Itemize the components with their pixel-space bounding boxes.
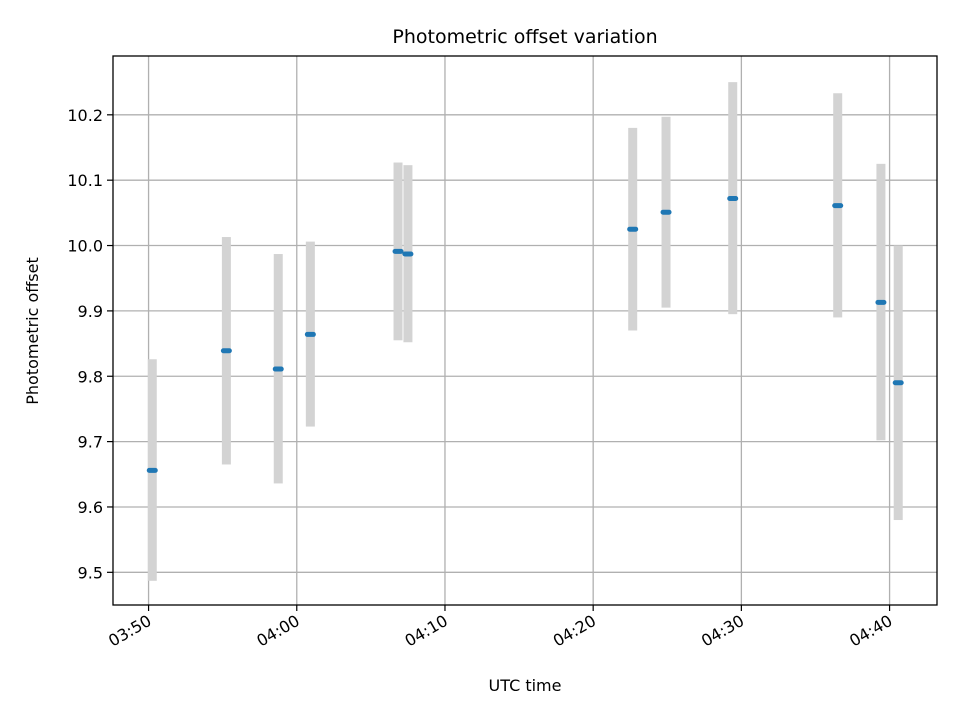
x-axis-title: UTC time (489, 676, 562, 695)
x-tick-label: 04:20 (550, 611, 599, 651)
data-point (146, 467, 158, 473)
x-axis: 03:50 04:00 04:10 04:20 04:30 04:40 (105, 605, 896, 651)
data-point (660, 209, 672, 215)
x-tick-label: 04:10 (402, 611, 451, 651)
plot-frame (112, 55, 938, 606)
x-tick-label: 03:50 (105, 611, 154, 651)
y-tick-label: 9.6 (78, 498, 103, 517)
chart-title: Photometric offset variation (392, 26, 657, 48)
data-point (875, 299, 887, 305)
y-axis: 9.5 9.6 9.7 9.8 9.9 10.0 10.1 10.2 (67, 106, 113, 582)
data-point (627, 226, 639, 232)
data-point (304, 331, 316, 337)
x-tick-label: 04:30 (698, 611, 747, 651)
data-point (392, 248, 404, 254)
data-point (727, 195, 739, 201)
y-tick-label: 10.1 (67, 171, 103, 190)
data-point (220, 348, 232, 354)
grid (113, 56, 937, 605)
error-bars (147, 82, 903, 581)
data-point (832, 203, 844, 209)
y-tick-label: 9.7 (78, 433, 103, 452)
y-tick-label: 9.5 (78, 563, 103, 582)
x-tick-label: 04:40 (846, 611, 895, 651)
y-tick-label: 10.0 (67, 237, 103, 256)
data-point (892, 380, 904, 386)
data-point (272, 366, 284, 372)
y-axis-title: Photometric offset (23, 257, 42, 405)
y-tick-label: 10.2 (67, 106, 103, 125)
y-tick-label: 9.8 (78, 367, 103, 386)
data-point (402, 251, 414, 257)
x-tick-label: 04:00 (253, 611, 302, 651)
data-markers (146, 195, 904, 473)
y-tick-label: 9.9 (78, 302, 103, 321)
